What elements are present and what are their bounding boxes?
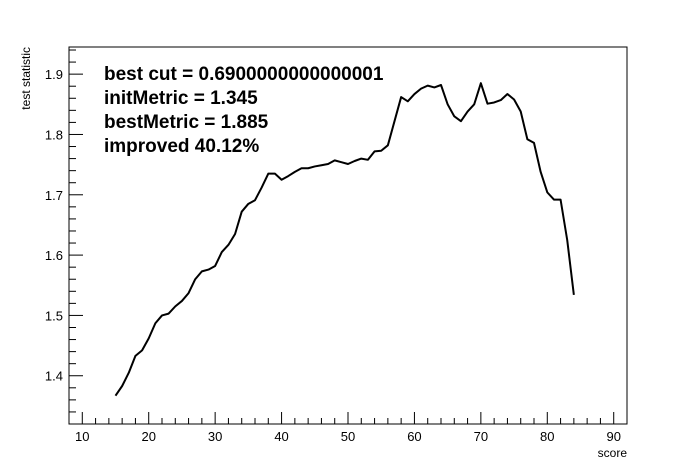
x-tick-label: 10 [75,429,89,444]
x-tick-label: 90 [606,429,620,444]
x-axis-title: score [598,446,628,460]
x-axis-ticks: 10 20 30 40 50 60 70 80 90 [68,412,628,444]
y-tick-label: 1.7 [45,188,63,203]
x-tick-label: 40 [274,429,288,444]
annotation-improved: improved 40.12% [104,136,259,157]
y-tick-label: 1.4 [45,369,63,384]
x-tick-label: 60 [407,429,421,444]
x-tick-label: 70 [474,429,488,444]
y-axis-ticks: 1.4 1.5 1.6 1.7 1.8 1.9 [45,49,83,425]
x-tick-label: 30 [208,429,222,444]
y-tick-label: 1.8 [45,127,63,142]
x-tick-label: 20 [141,429,155,444]
series-line [114,82,575,397]
annotation-best-cut: best cut = 0.6900000000000001 [104,64,384,85]
x-tick-label: 50 [341,429,355,444]
y-tick-label: 1.9 [45,67,63,82]
annotation-init-metric: initMetric = 1.345 [104,88,258,109]
x-tick-label: 80 [540,429,554,444]
y-axis-title: test statistic [19,47,33,110]
y-tick-label: 1.6 [45,248,63,263]
y-tick-label: 1.5 [45,308,63,323]
annotation-best-metric: bestMetric = 1.885 [104,112,269,133]
